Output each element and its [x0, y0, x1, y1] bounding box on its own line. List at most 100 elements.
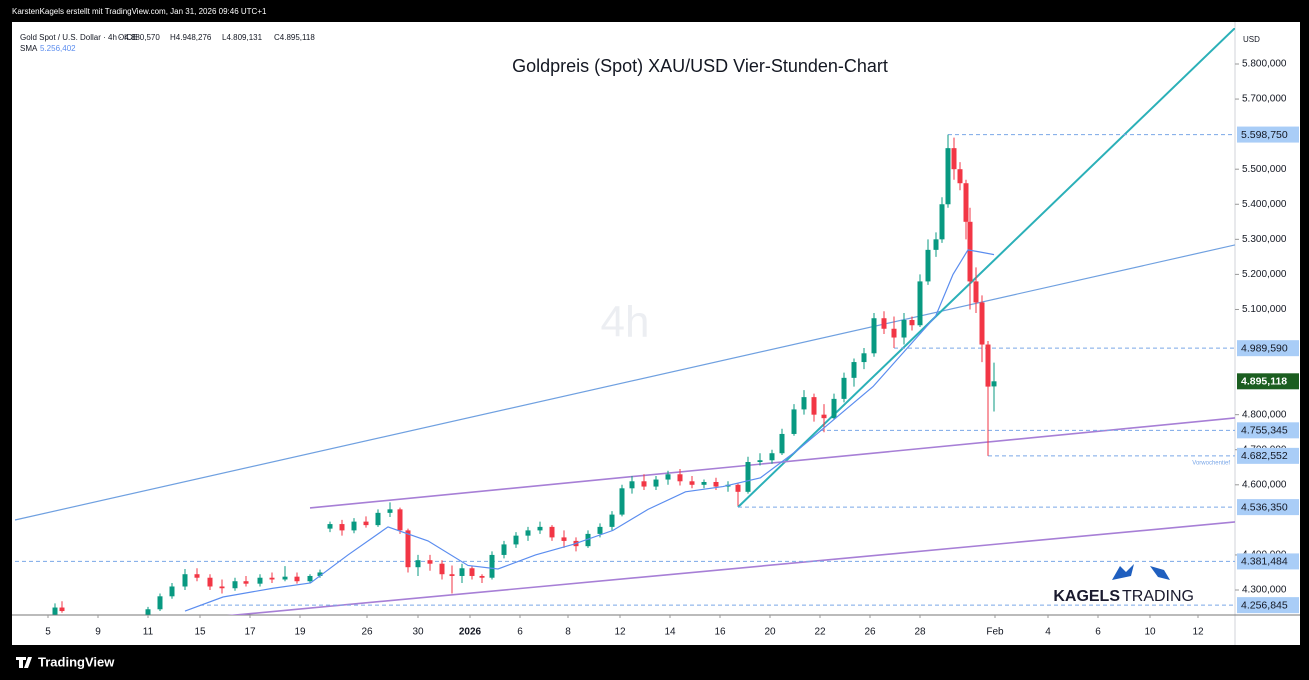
candle-body — [219, 586, 225, 589]
candle-body — [257, 577, 263, 584]
level-box — [1237, 422, 1299, 439]
candle-body — [459, 568, 465, 576]
symbol: Gold Spot / U.S. Dollar · 4h · ICE — [20, 33, 137, 42]
candle-body — [917, 281, 923, 326]
x-tick-label: 16 — [714, 627, 726, 638]
price-label: 4.895,118 — [1241, 376, 1287, 388]
brand: KAGELS — [1053, 588, 1120, 605]
candle-body — [537, 526, 543, 531]
footer: TradingView — [38, 654, 115, 669]
candle-body — [585, 533, 591, 547]
x-tick-label: 6 — [517, 627, 523, 638]
trend-line — [737, 28, 1235, 508]
candle-body — [757, 460, 763, 463]
level-box — [1237, 553, 1299, 570]
level-label: 4.256,845 — [1241, 599, 1288, 611]
candle-body — [641, 481, 647, 487]
candle-body — [405, 530, 411, 568]
y-tick-label: 5.700,000 — [1242, 94, 1287, 105]
candle-body — [513, 535, 519, 545]
candle-body — [841, 377, 847, 399]
candle-body — [665, 474, 671, 480]
level-note: Vorwochentief — [1192, 460, 1230, 466]
candle-body — [145, 609, 151, 615]
chart-title: Goldpreis (Spot) XAU/USD Vier-Stunden-Ch… — [512, 56, 888, 76]
candle-body — [479, 575, 485, 578]
candle-body — [963, 183, 969, 222]
candle-body — [294, 576, 300, 582]
tv-logo — [16, 657, 32, 668]
credit: KarstenKagels erstellt mit TradingView.c… — [12, 7, 267, 16]
candle-body — [489, 554, 495, 578]
y-tick-label: 5.800,000 — [1242, 59, 1287, 70]
candle-body — [415, 560, 421, 568]
candle-body — [861, 353, 867, 363]
candle-body — [985, 344, 991, 387]
ohlc-label: O4.880,570 — [118, 33, 160, 42]
axes: 4.300,0004.400,0004.600,0004.700,0004.80… — [45, 59, 1299, 638]
candle-body — [339, 524, 345, 531]
x-tick-label: 17 — [244, 627, 256, 638]
y-tick-label: 5.400,000 — [1242, 199, 1287, 210]
y-tick-label: 4.300,000 — [1242, 585, 1287, 596]
candle-body — [52, 607, 58, 615]
candle-body — [232, 581, 238, 589]
candle-body — [653, 479, 659, 487]
candle-body — [351, 521, 357, 531]
x-tick-label: Feb — [986, 627, 1004, 638]
candle-body — [689, 481, 695, 485]
y-tick-label: 5.500,000 — [1242, 164, 1287, 175]
x-tick-label: 8 — [565, 627, 571, 638]
candle-body — [979, 302, 985, 345]
candle-body — [769, 453, 775, 461]
candle-body — [925, 249, 931, 282]
level-label: 4.682,552 — [1241, 450, 1288, 462]
candle-body — [561, 537, 567, 541]
candle-body — [821, 414, 827, 419]
candle-body — [439, 563, 445, 575]
x-tick-label: 22 — [814, 627, 826, 638]
candle-body — [951, 148, 957, 170]
candle-body — [609, 514, 615, 527]
candle-body — [801, 397, 807, 410]
x-tick-label: 28 — [914, 627, 926, 638]
candle-body — [945, 148, 951, 205]
candle-body — [831, 398, 837, 419]
candle-body — [182, 574, 188, 587]
y-tick-label: 4.800,000 — [1242, 409, 1287, 420]
level-label: 4.536,350 — [1241, 501, 1288, 513]
candle-body — [901, 319, 907, 338]
candle-body — [891, 328, 897, 338]
plot — [14, 28, 1235, 615]
brand: TRADING — [1122, 588, 1194, 605]
y-tick-label: 5.200,000 — [1242, 269, 1287, 280]
x-tick-label: 14 — [664, 627, 676, 638]
level-box — [1237, 447, 1299, 464]
sma-line — [184, 249, 995, 612]
candle-body — [967, 221, 973, 282]
candle-body — [939, 204, 945, 240]
candle-body — [169, 586, 175, 597]
x-tick-label: 11 — [143, 627, 154, 638]
candle-body — [243, 581, 249, 584]
candle-body — [701, 481, 707, 485]
candle-body — [713, 481, 719, 487]
x-tick-label: 30 — [412, 627, 424, 638]
candle-body — [525, 530, 531, 536]
level-box — [1237, 499, 1299, 516]
x-tick-label: 12 — [614, 627, 626, 638]
candle-body — [619, 488, 625, 515]
x-tick-label: 2026 — [459, 627, 482, 638]
ohlc-label: L4.809,131 — [222, 33, 263, 42]
x-tick-label: 19 — [294, 627, 306, 638]
trend-line — [14, 244, 1235, 521]
candle-body — [745, 462, 751, 492]
price-box — [1237, 373, 1299, 390]
candle-body — [629, 481, 635, 489]
x-tick-label: 20 — [764, 627, 776, 638]
candle-body — [449, 574, 455, 576]
candle-body — [909, 319, 915, 326]
level-label: 4.989,590 — [1241, 342, 1288, 354]
candle-body — [59, 607, 65, 612]
